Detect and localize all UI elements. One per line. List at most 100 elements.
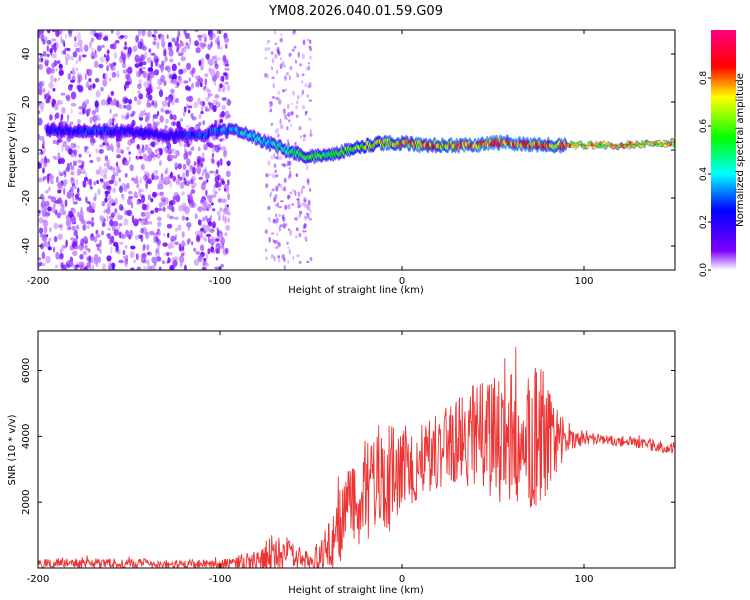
spectrogram-noise-cell bbox=[154, 154, 158, 158]
spectrogram-noise-cell bbox=[199, 233, 203, 239]
spectrogram-noise-cell bbox=[309, 55, 313, 60]
spectrogram-noise-cell bbox=[227, 192, 231, 201]
spectrogram-noise-cell bbox=[67, 73, 72, 80]
spectrogram-ridge-cell bbox=[664, 140, 668, 144]
spectrogram-noise-cell bbox=[276, 202, 279, 208]
spectrogram-noise-cell bbox=[40, 150, 44, 155]
spectrogram-noise-cell bbox=[116, 165, 121, 174]
spectrogram-noise-cell bbox=[296, 254, 300, 258]
spectrogram-noise-cell bbox=[207, 236, 211, 243]
spectrogram-noise-cell bbox=[197, 97, 201, 105]
spectrogram-noise-cell bbox=[64, 47, 69, 51]
spectrogram-noise-cell bbox=[142, 217, 148, 225]
spectrogram-noise-cell bbox=[76, 187, 80, 194]
spectrogram-noise-cell bbox=[111, 202, 116, 206]
spectrogram-noise-cell bbox=[153, 35, 157, 41]
spectrogram-noise-cell bbox=[77, 159, 83, 164]
spectrogram-noise-cell bbox=[135, 35, 140, 43]
spectrogram-noise-cell bbox=[269, 173, 272, 176]
spectrogram-noise-cell bbox=[72, 160, 78, 166]
spectrogram-noise-cell bbox=[96, 180, 99, 185]
spectrogram-noise-cell bbox=[153, 261, 157, 267]
spectrogram-noise-cell bbox=[267, 160, 271, 167]
spectrogram-noise-cell bbox=[94, 100, 99, 108]
spectrogram-noise-cell bbox=[147, 87, 153, 94]
spectrogram-noise-cell bbox=[184, 32, 190, 40]
spectrogram-noise-cell bbox=[182, 111, 186, 117]
spectrogram-noise-cell bbox=[40, 80, 45, 87]
spectrogram-noise-cell bbox=[126, 182, 130, 190]
spectrogram-noise-cell bbox=[292, 256, 295, 260]
spectrogram-noise-cell bbox=[38, 81, 43, 89]
spectrogram-noise-cell bbox=[198, 77, 204, 84]
spectrogram-noise-cell bbox=[98, 256, 101, 263]
spectrogram-noise-cell bbox=[221, 180, 226, 185]
spectrogram-noise-cell bbox=[119, 185, 123, 193]
spectrogram-noise-cell bbox=[161, 60, 165, 67]
spectrogram-noise-cell bbox=[151, 173, 155, 181]
x-tick-label: -100 bbox=[209, 574, 232, 585]
spectrogram-noise-cell bbox=[208, 92, 211, 99]
spectrogram-ridge-cell bbox=[568, 144, 572, 148]
spectrogram-noise-cell bbox=[106, 255, 112, 262]
spectrogram-noise-cell bbox=[215, 38, 218, 45]
spectrogram-noise-cell bbox=[224, 216, 227, 224]
spectrogram-noise-cell bbox=[89, 84, 93, 88]
spectrogram-noise-cell bbox=[71, 225, 76, 231]
spectrogram-noise-cell bbox=[118, 259, 124, 264]
spectrogram-noise-cell bbox=[40, 57, 44, 62]
spectrogram-noise-cell bbox=[162, 206, 166, 212]
spectrogram-noise-cell bbox=[72, 51, 78, 58]
spectrogram-noise-cell bbox=[167, 148, 173, 155]
spectrogram-noise-cell bbox=[95, 148, 98, 154]
spectrogram-noise-cell bbox=[221, 110, 225, 118]
spectrogram-noise-cell bbox=[191, 67, 196, 74]
spectrogram-noise-cell bbox=[144, 144, 149, 151]
spectrogram-noise-cell bbox=[136, 266, 142, 270]
spectrogram-noise-cell bbox=[126, 209, 133, 216]
spectrogram-noise-cell bbox=[175, 178, 181, 186]
spectrogram-noise-cell bbox=[38, 227, 44, 234]
spectrogram-noise-cell bbox=[126, 146, 130, 151]
spectrogram-noise-cell bbox=[282, 216, 286, 223]
spectrogram-noise-cell bbox=[172, 78, 177, 85]
spectrogram-noise-cell bbox=[47, 177, 50, 184]
spectrogram-noise-cell bbox=[125, 73, 131, 80]
spectrogram-noise-cell bbox=[102, 168, 108, 175]
spectrogram-noise-cell bbox=[66, 223, 72, 231]
spectrogram-noise-cell bbox=[158, 266, 162, 270]
snr-y-label: SNR (10 * v/v) bbox=[7, 414, 18, 485]
spectrogram-noise-cell bbox=[204, 78, 208, 86]
spectrogram-noise-cell bbox=[274, 194, 278, 199]
spectrogram-noise-cell bbox=[275, 48, 278, 51]
spectrogram-noise-cell bbox=[278, 225, 281, 232]
figure-title: YM08.2026.040.01.59.G09 bbox=[268, 4, 443, 19]
spectrogram-noise-cell bbox=[193, 101, 199, 109]
spectrogram-noise-cell bbox=[75, 67, 79, 72]
spectrogram-noise-cell bbox=[99, 144, 104, 148]
spectrogram-noise-cell bbox=[57, 181, 63, 189]
spectrogram-noise-cell bbox=[219, 207, 223, 213]
spectrogram-noise-cell bbox=[60, 92, 66, 96]
spectrogram-noise-cell bbox=[285, 163, 288, 167]
spectrogram-noise-cell bbox=[201, 33, 207, 39]
spectrogram-noise-cell bbox=[301, 104, 305, 110]
spectrogram-noise-cell bbox=[144, 158, 150, 162]
spectrogram-noise-cell bbox=[157, 183, 160, 190]
spectrogram-noise-cell bbox=[87, 225, 90, 229]
spectrogram-noise-cell bbox=[108, 63, 113, 67]
spectrogram-noise-cell bbox=[169, 114, 174, 120]
spectrogram-noise-cell bbox=[222, 214, 225, 222]
colorbar: 0.0 0.2 0.4 0.6 0.8 Normalized spectral ampl… bbox=[699, 30, 746, 277]
snr-marks bbox=[38, 346, 675, 568]
spectrogram-noise-cell bbox=[178, 243, 182, 252]
spectrogram-noise-cell bbox=[275, 213, 278, 218]
spectrogram-noise-cell bbox=[75, 149, 79, 154]
spectrogram-noise-cell bbox=[157, 147, 163, 151]
spectrogram-noise-cell bbox=[300, 93, 303, 98]
spectrogram-noise-cell bbox=[120, 35, 125, 39]
spectrogram-noise-cell bbox=[200, 110, 204, 115]
spectrogram-noise-cell bbox=[186, 238, 190, 245]
spectrogram-noise-cell bbox=[107, 232, 111, 240]
spectrogram-noise-cell bbox=[121, 195, 125, 201]
